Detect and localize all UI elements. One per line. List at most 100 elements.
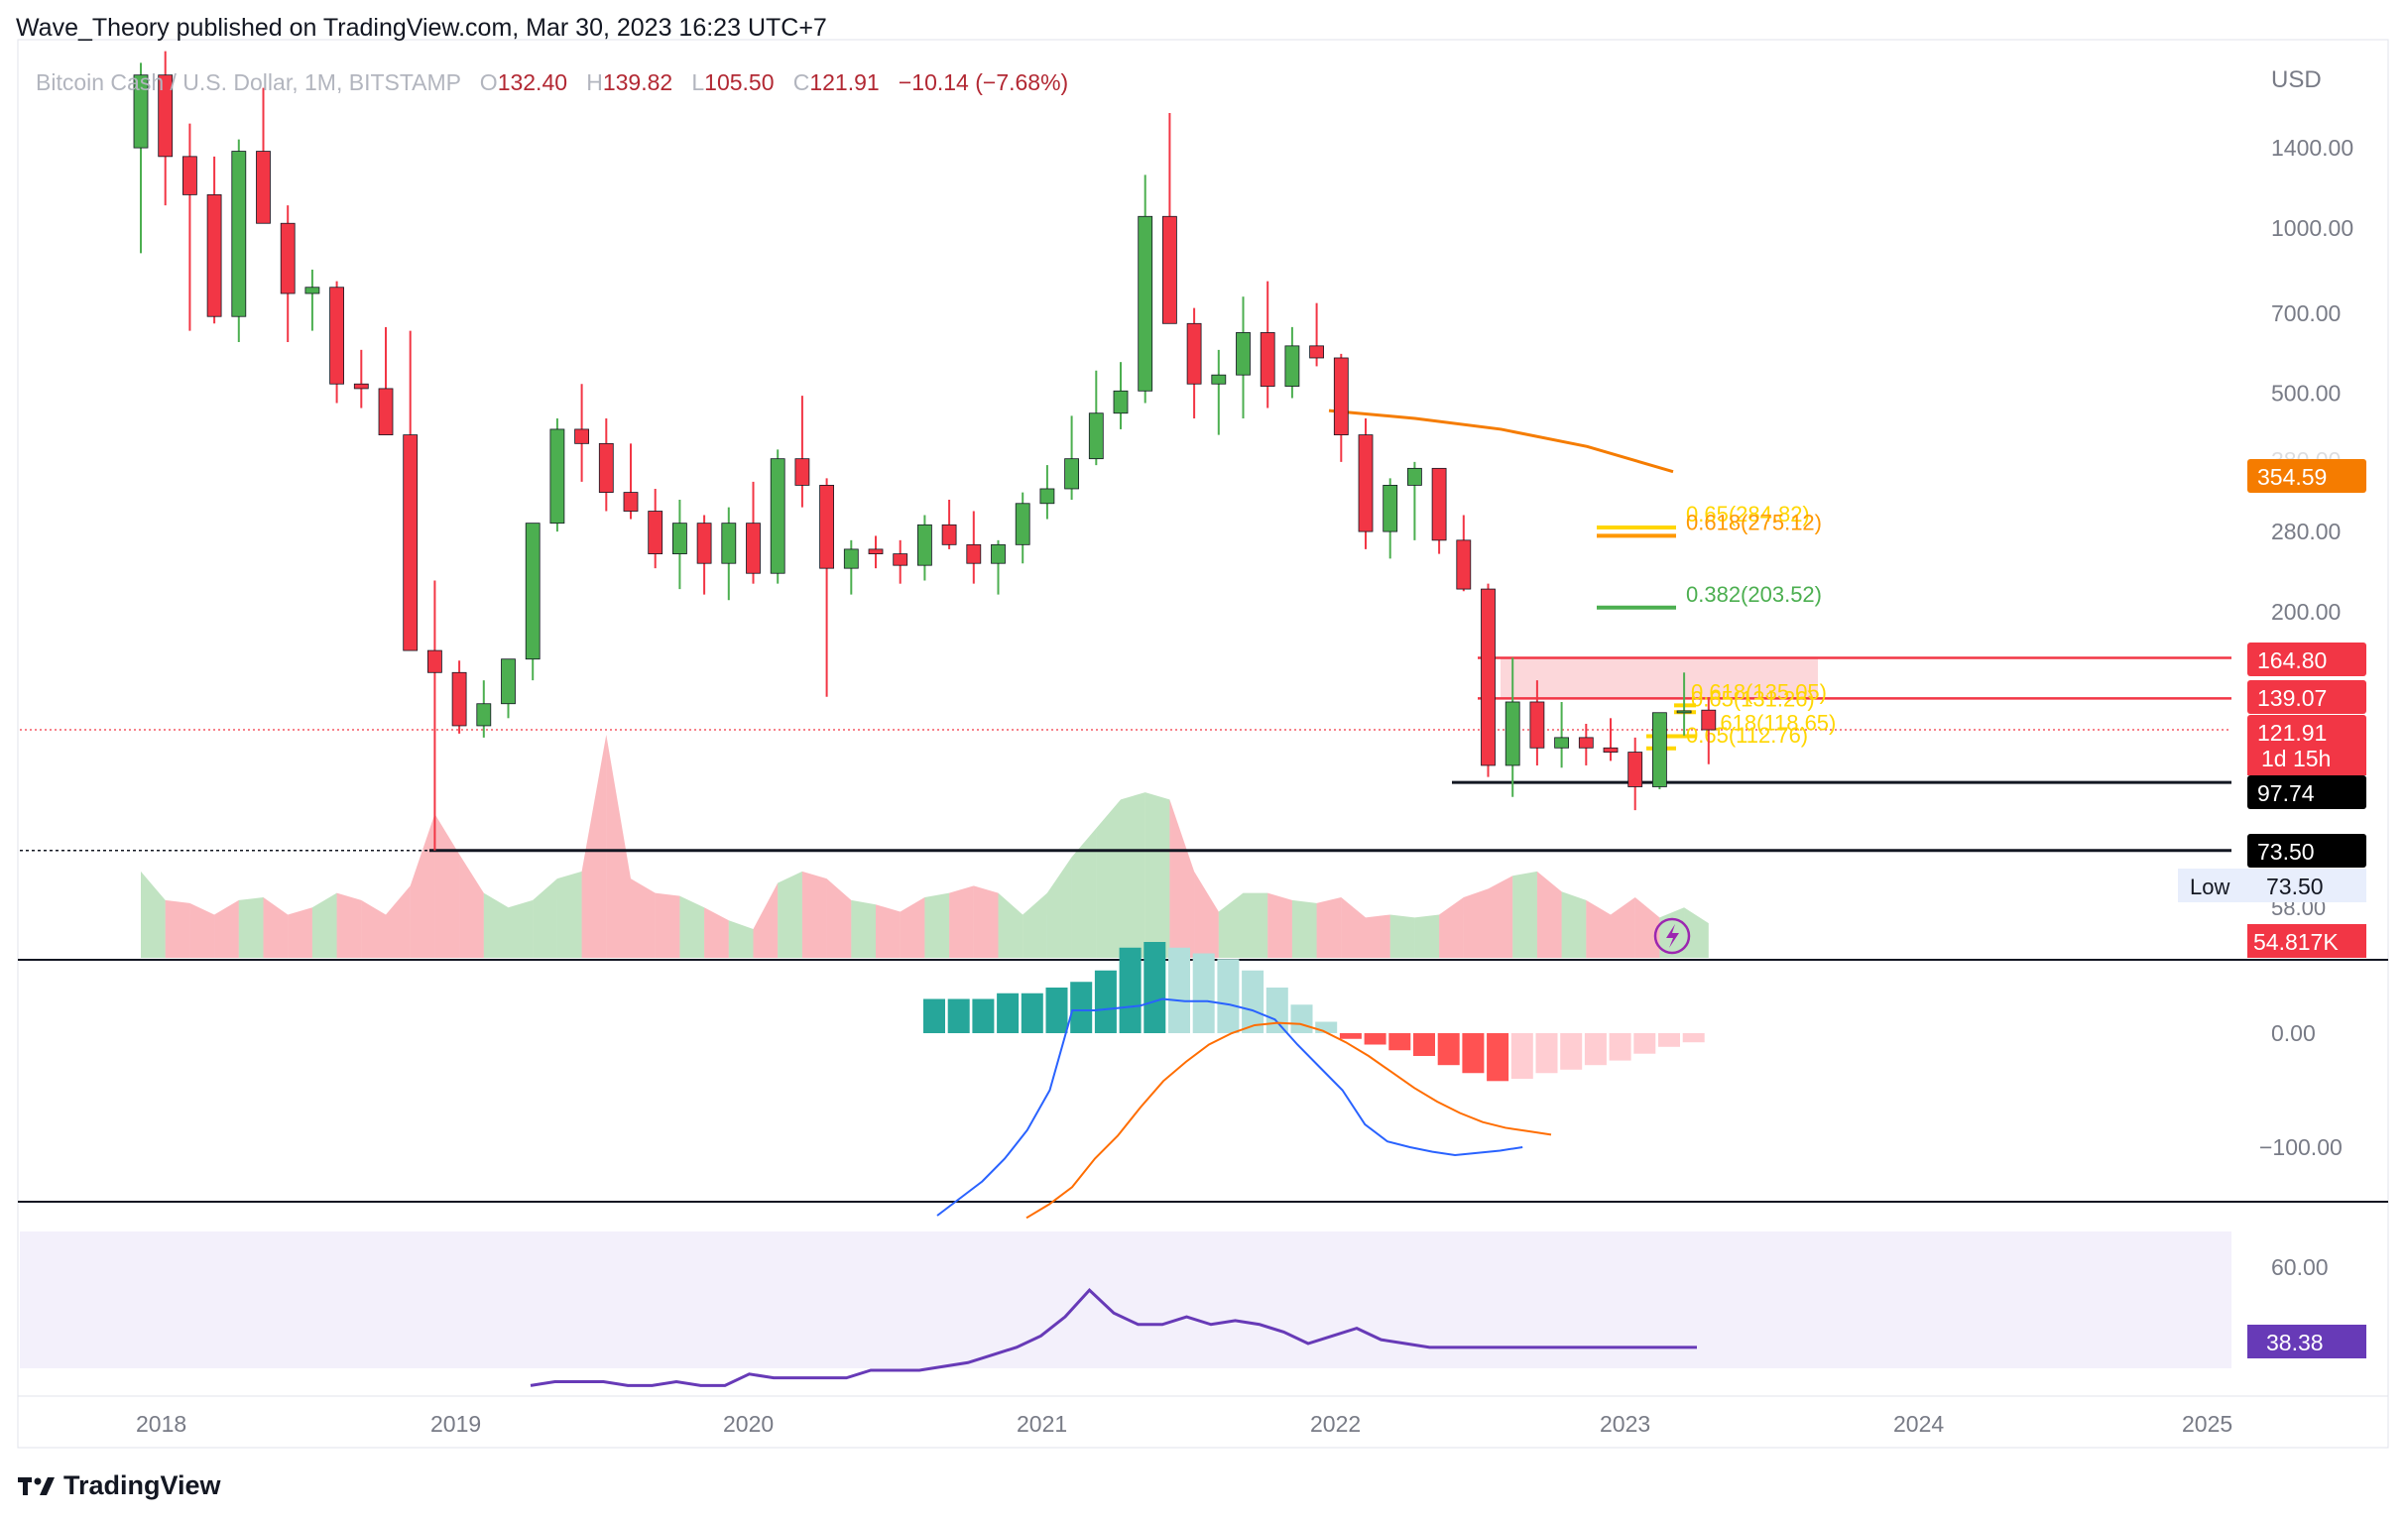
macd-hist-10 [1168,947,1190,1033]
candle-body-42 [1162,215,1177,324]
rsi-last-label: 38.38 [2266,1330,2324,1355]
candle-body-27 [794,458,810,486]
high-value: 139.82 [602,69,673,95]
volume-area-49 [1341,897,1366,958]
candle-body-40 [1113,390,1129,414]
time-tick-2018: 2018 [136,1411,186,1437]
candle-body-57 [1529,701,1545,749]
volume-area-46 [1267,892,1292,958]
macd-hist-22 [1462,1033,1485,1074]
macd-hist-21 [1437,1033,1460,1066]
candle-18 [574,384,589,482]
candle-body-64 [1701,709,1717,731]
candle-23 [696,515,712,595]
candle-4 [231,139,247,342]
lightning-icon-bolt [1666,924,1679,948]
price-label-0: 354.59 [2257,464,2327,490]
volume-area-40 [1121,792,1145,958]
candle-64 [1701,697,1717,764]
candle-body-0 [133,74,149,149]
volume-area-31 [900,897,925,958]
volume-area-16 [533,878,557,958]
volume-area-33 [949,885,974,958]
candle-50 [1358,418,1374,549]
macd-hist-9 [1144,942,1166,1033]
volume-label-box [2247,924,2366,958]
volume-area-32 [924,892,950,958]
candle-8 [329,281,345,404]
volume-area-48 [1316,897,1342,958]
price-tick-2: 700.00 [2271,300,2341,326]
volume-area-28 [826,878,852,958]
volume-area-61 [1634,897,1660,958]
volume-area-37 [1046,857,1072,958]
open-value: 132.40 [497,69,568,95]
candle-32 [917,515,932,581]
volume-area-56 [1512,871,1537,958]
tradingview-logo[interactable]: TradingView [18,1470,221,1501]
ema-line [1328,409,1674,474]
fib-label-4: 0.65(131.26) [1691,686,1815,711]
volume-area-63 [1684,907,1709,958]
volume-area-43 [1194,871,1219,958]
volume-area-9 [361,899,386,958]
candle-47 [1284,326,1300,399]
candle-body-5 [256,151,271,224]
candle-body-16 [525,523,541,660]
macd-line [936,997,1523,1217]
volume-area-18 [581,735,607,958]
macd-hist-12 [1217,959,1240,1033]
candle-61 [1627,737,1643,811]
rsi-label-box [2247,1325,2366,1358]
volume-area-23 [704,907,729,958]
volume-area-11 [410,813,435,958]
candle-body-14 [476,703,492,727]
volume-area-14 [483,892,509,958]
volume-area-57 [1536,871,1562,958]
candle-22 [672,499,687,590]
macd-hist-3 [997,993,1020,1033]
volume-area-2 [189,902,215,958]
candle-body-26 [770,458,785,574]
candle-body-25 [746,523,761,574]
volume-last-label: 54.817K [2253,929,2339,955]
candle-52 [1407,461,1422,540]
volume-area-44 [1218,892,1244,958]
candle-body-23 [696,523,712,564]
macd-hist-13 [1242,970,1264,1033]
candle-37 [1039,465,1055,520]
price-label-1: 164.80 [2257,647,2327,673]
countdown-box [2247,742,2366,775]
time-tick-2021: 2021 [1017,1411,1067,1437]
macd-hist-5 [1045,988,1068,1033]
candle-28 [819,478,834,697]
macd-hist-30 [1658,1033,1680,1047]
low-marker-value-box [2247,869,2366,902]
change-value: −10.14 (−7.68%) [898,69,1069,95]
price-label-box-4 [2247,775,2366,809]
candle-body-43 [1186,322,1202,385]
volume-area-7 [311,892,337,958]
macd-hist-20 [1413,1033,1435,1056]
candle-body-31 [893,553,908,566]
symbol-name: Bitcoin Cash / U.S. Dollar, 1M, BITSTAMP [36,69,461,95]
candle-54 [1456,515,1472,592]
candle-body-53 [1431,467,1447,541]
candle-39 [1088,370,1104,466]
volume-area-0 [141,871,166,958]
volume-area-6 [288,907,312,958]
time-tick-2020: 2020 [723,1411,774,1437]
candle-body-9 [353,383,369,390]
candle-48 [1309,302,1324,367]
price-label-box-3 [2247,715,2366,749]
open-label: O [479,69,498,95]
candle-55 [1481,583,1496,777]
volume-area-41 [1144,792,1170,958]
macd-hist-7 [1094,970,1117,1033]
candle-19 [598,418,614,512]
volume-area-5 [263,897,289,958]
candle-body-63 [1676,710,1692,714]
volume-area-15 [508,899,534,958]
